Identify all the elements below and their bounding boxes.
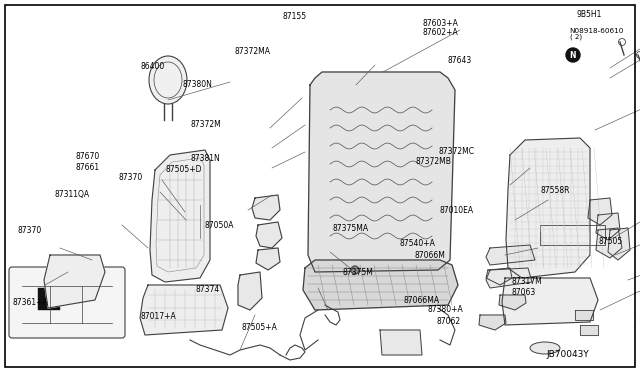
Polygon shape [479,315,506,330]
Text: JB70043Y: JB70043Y [546,350,589,359]
Text: 87361+A: 87361+A [13,298,49,307]
Text: 87661: 87661 [76,163,100,172]
Text: 9B5H1: 9B5H1 [576,10,602,19]
Circle shape [566,48,580,62]
Text: 87558R: 87558R [541,186,570,195]
Circle shape [353,267,358,273]
Text: 87505+A: 87505+A [241,323,277,332]
Polygon shape [256,248,280,270]
Text: 87380N: 87380N [182,80,212,89]
Text: 87375MA: 87375MA [333,224,369,233]
Polygon shape [486,268,532,288]
Text: 87603+A: 87603+A [422,19,458,28]
Text: 87017+A: 87017+A [141,312,177,321]
Polygon shape [140,285,228,335]
Polygon shape [486,268,512,285]
Text: 87066M: 87066M [415,251,445,260]
Polygon shape [252,195,280,220]
FancyBboxPatch shape [9,267,125,338]
Text: N08918-60610: N08918-60610 [570,28,624,33]
Polygon shape [596,213,620,240]
Bar [38,288,60,310]
Text: ( 2): ( 2) [570,34,582,41]
Text: 87670: 87670 [76,152,100,161]
Ellipse shape [149,56,187,104]
Text: 87643: 87643 [448,56,472,65]
Text: 87505+D: 87505+D [166,165,202,174]
Text: 87380+A: 87380+A [428,305,463,314]
Text: 87372MA: 87372MA [235,47,271,56]
Polygon shape [506,138,590,278]
Polygon shape [150,150,210,282]
Text: 87370: 87370 [18,226,42,235]
Text: 87370: 87370 [118,173,143,182]
Bar [540,225,605,245]
Text: 87375M: 87375M [342,268,373,277]
Polygon shape [238,272,262,310]
Polygon shape [588,198,612,225]
Text: 86400: 86400 [141,62,165,71]
Text: 87505: 87505 [598,237,623,246]
Polygon shape [380,330,422,355]
Text: N: N [570,51,576,60]
Text: 87311QA: 87311QA [54,190,90,199]
Text: 87381N: 87381N [190,154,220,163]
Text: 87602+A: 87602+A [422,28,458,37]
Polygon shape [608,228,630,260]
Polygon shape [303,260,458,310]
Polygon shape [499,295,526,310]
Polygon shape [575,310,593,320]
Text: 87372M: 87372M [190,120,221,129]
Polygon shape [308,72,455,272]
Text: 87063: 87063 [512,288,536,296]
Text: 87050A: 87050A [205,221,234,230]
Ellipse shape [530,342,560,354]
Text: 87372MB: 87372MB [416,157,452,166]
Polygon shape [44,255,105,308]
Text: 87066MA: 87066MA [403,296,439,305]
Text: 87317M: 87317M [512,278,543,286]
Text: 87010EA: 87010EA [440,206,474,215]
Text: 87155: 87155 [282,12,307,21]
Polygon shape [502,278,598,325]
Text: 87540+A: 87540+A [400,239,436,248]
Circle shape [351,266,359,274]
Text: 87372MC: 87372MC [438,147,474,156]
Text: 87062: 87062 [436,317,461,326]
Polygon shape [486,245,535,265]
Polygon shape [256,222,282,248]
Text: 87374: 87374 [195,285,220,294]
Polygon shape [596,228,622,258]
Polygon shape [580,325,598,335]
